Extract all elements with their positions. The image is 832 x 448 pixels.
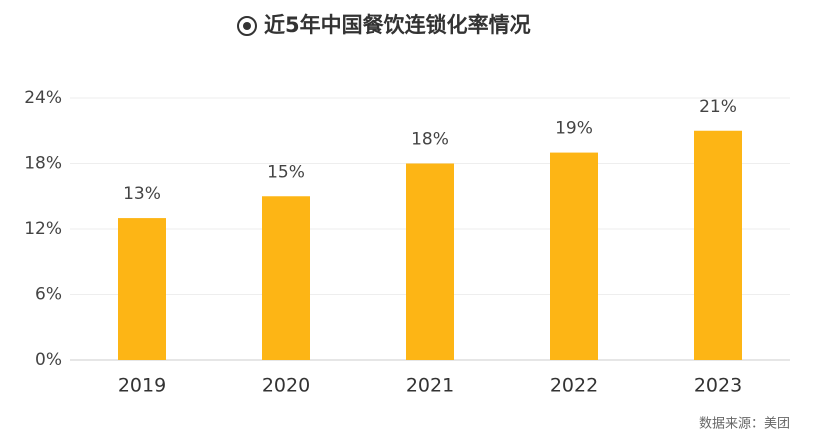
value-label: 19% [555,119,593,139]
y-tick-label: 18% [24,154,62,174]
chart-title: 近5年中国餐饮连锁化率情况 [264,13,531,37]
title-icon-dot [243,22,251,30]
source-note: 数据来源：美团 [699,417,790,432]
bar [406,163,454,360]
title-icon [237,16,257,36]
y-tick-label: 0% [35,350,62,370]
bar [118,218,166,360]
x-tick-label: 2021 [406,375,454,397]
y-tick-label: 24% [24,88,62,108]
bar [550,152,598,360]
x-tick-label: 2019 [118,375,166,397]
y-tick-label: 6% [35,285,62,305]
x-tick-label: 2023 [694,375,742,397]
bar [694,130,742,360]
value-label: 15% [267,162,305,182]
value-label: 18% [411,130,449,150]
bar [262,196,310,360]
y-tick-label: 12% [24,219,62,239]
value-label: 13% [123,184,161,204]
x-tick-label: 2020 [262,375,310,397]
x-tick-label: 2022 [550,375,598,397]
value-label: 21% [699,97,737,117]
